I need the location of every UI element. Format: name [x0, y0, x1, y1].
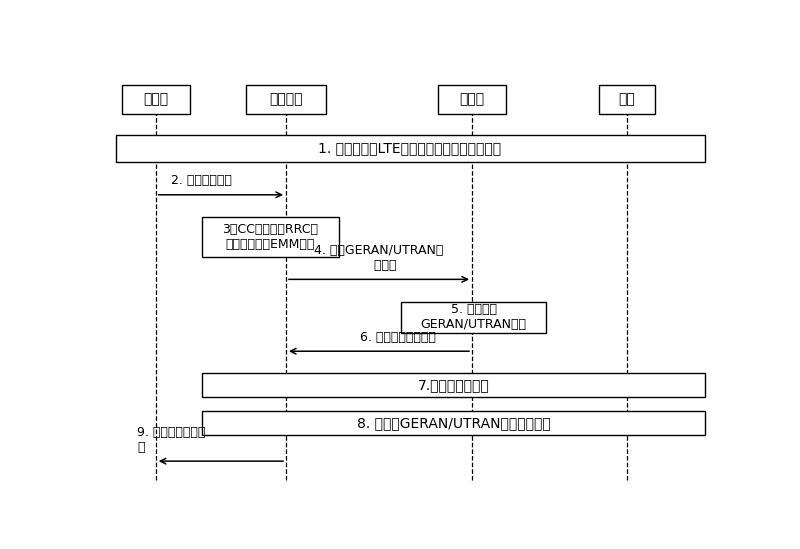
Bar: [202, 217, 338, 257]
Text: 6. 接入层的选择结果: 6. 接入层的选择结果: [360, 330, 436, 344]
Bar: [202, 411, 705, 435]
Bar: [599, 85, 655, 115]
Bar: [246, 85, 326, 115]
Text: 非接入层: 非接入层: [270, 93, 302, 107]
Text: 2. 话音呼叫请求: 2. 话音呼叫请求: [171, 174, 232, 187]
Text: 5. 强制选择
GERAN/UTRAN小区: 5. 强制选择 GERAN/UTRAN小区: [421, 304, 526, 332]
Text: 应用层: 应用层: [143, 93, 168, 107]
Text: 4. 选择GERAN/UTRAN小
   区请求: 4. 选择GERAN/UTRAN小 区请求: [314, 244, 444, 272]
Text: 9. 话音呼叫建立结
果: 9. 话音呼叫建立结 果: [138, 427, 206, 455]
Text: 3、CC模块发送RRC信
令建立请求到EMM模块: 3、CC模块发送RRC信 令建立请求到EMM模块: [222, 223, 318, 251]
Bar: [115, 135, 705, 162]
Text: 7.位置区更新过程: 7.位置区更新过程: [418, 378, 490, 392]
Bar: [401, 301, 546, 333]
Bar: [438, 85, 506, 115]
Text: 1. 终端驻留到LTE小区，进入正常的空闲模式: 1. 终端驻留到LTE小区，进入正常的空闲模式: [318, 141, 502, 155]
Bar: [202, 373, 705, 397]
Text: 网络: 网络: [618, 93, 635, 107]
Text: 8. 正常的GERAN/UTRAN呼叫建立过程: 8. 正常的GERAN/UTRAN呼叫建立过程: [357, 416, 550, 430]
Text: 接入层: 接入层: [459, 93, 485, 107]
Bar: [122, 85, 190, 115]
